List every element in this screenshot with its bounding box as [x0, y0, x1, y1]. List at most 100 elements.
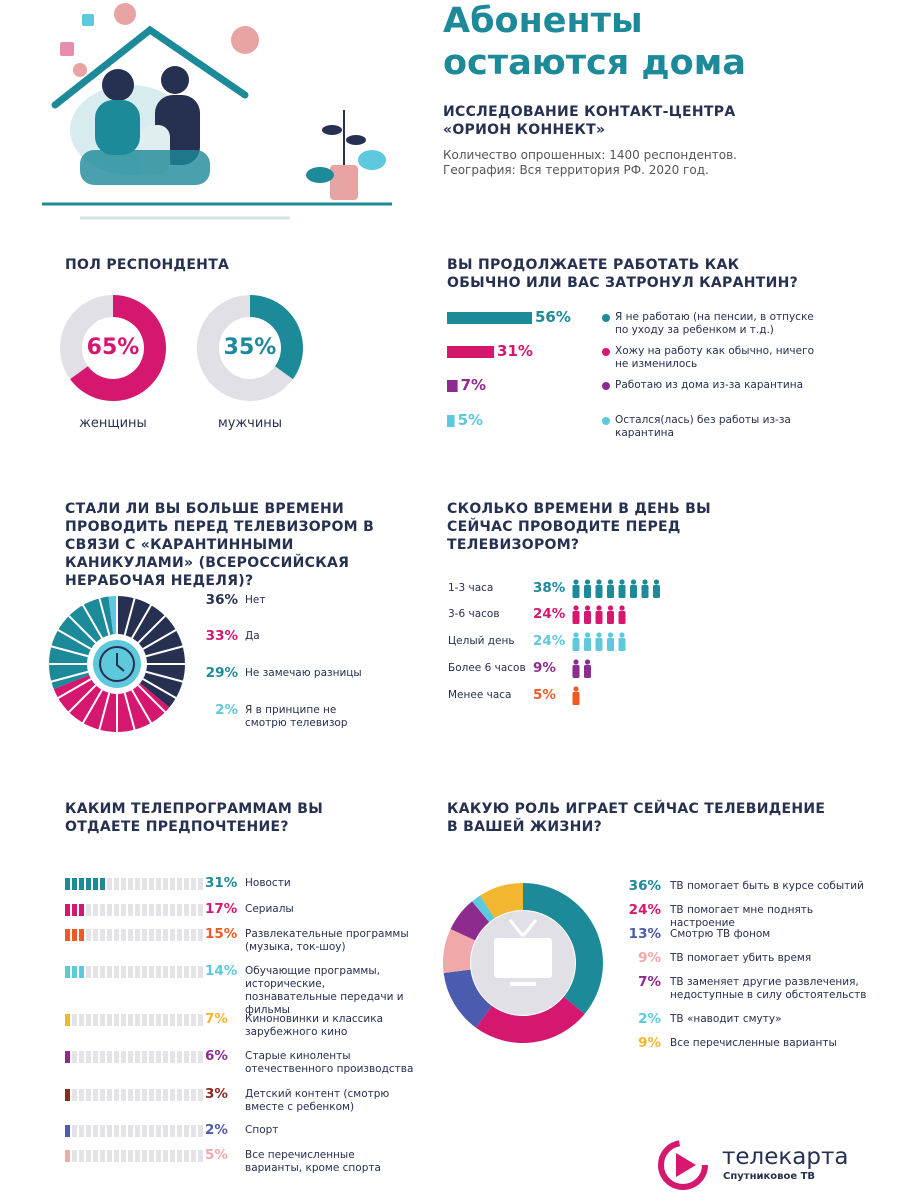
ring-divider [50, 670, 89, 683]
person-body [607, 638, 614, 651]
empty-cell [100, 904, 105, 916]
donut-arc [480, 882, 523, 919]
cell-bar [65, 904, 84, 916]
empty-cell [93, 904, 98, 916]
value-label: 31% [205, 875, 238, 891]
empty-cell [93, 966, 98, 978]
value-label: 17% [205, 901, 238, 917]
chart-title: ПОЛ РЕСПОНДЕНТА [65, 257, 230, 273]
category-label: мужчины [217, 416, 283, 431]
title: Абоненты остаются дома [443, 1, 746, 83]
empty-cell [121, 878, 126, 890]
cell-bar [65, 929, 84, 941]
person-head [573, 605, 579, 611]
empty-cell [177, 878, 182, 890]
empty-cell [121, 929, 126, 941]
icon-group [572, 605, 626, 624]
empty-cell [170, 966, 175, 978]
person-body [572, 611, 580, 624]
legend-label: Смотрю ТВ фоном [670, 928, 771, 940]
logo-name: телекарта [722, 1144, 849, 1170]
person-head [573, 686, 579, 692]
cell-track [107, 878, 203, 890]
person-body [595, 585, 603, 598]
value-label: 24% [628, 902, 661, 918]
ring-divider [142, 628, 178, 650]
bar [447, 415, 455, 427]
legend-dot [602, 417, 610, 425]
empty-cell [142, 966, 147, 978]
category-label: Киноновинки и классика зарубежного кино [245, 1013, 384, 1038]
empty-cell [163, 878, 168, 890]
empty-cell [128, 878, 133, 890]
empty-cell [142, 1051, 147, 1063]
ring-divider [56, 628, 92, 650]
value-label: 5% [205, 1147, 228, 1163]
ring-divider [67, 684, 97, 714]
ring-divider [123, 597, 136, 636]
filled-cell [65, 1125, 70, 1137]
cell-track [86, 966, 203, 978]
filled-cell [79, 904, 84, 916]
empty-cell [170, 929, 175, 941]
empty-cell [100, 1125, 105, 1137]
legend-label: ТВ помогает мне поднять настроение [670, 904, 814, 929]
value-label: 56% [535, 308, 571, 326]
empty-cell [198, 929, 203, 941]
category-label: Новости [245, 877, 291, 889]
person-body [595, 638, 603, 651]
empty-cell [142, 878, 147, 890]
empty-cell [142, 1125, 147, 1137]
empty-cell [128, 929, 133, 941]
empty-cell [107, 878, 112, 890]
empty-cell [142, 929, 147, 941]
value-label: 33% [205, 628, 238, 644]
ring-arc [53, 675, 170, 732]
value-label: 2% [215, 702, 238, 718]
empty-cell [142, 1150, 147, 1162]
person-head [619, 605, 625, 611]
value-label: 6% [205, 1048, 228, 1064]
empty-cell [79, 1150, 84, 1162]
empty-cell [100, 1150, 105, 1162]
ring-divider [98, 692, 111, 731]
empty-cell [93, 1051, 98, 1063]
ring-arc [108, 596, 117, 635]
ring-divider [50, 645, 89, 658]
value-label: 5% [533, 687, 556, 703]
empty-cell [156, 1125, 161, 1137]
empty-cell [149, 878, 154, 890]
ring-divider [145, 670, 184, 683]
header-illustration [42, 3, 392, 220]
empty-cell [156, 1150, 161, 1162]
filled-cell [79, 878, 84, 890]
empty-cell [163, 1125, 168, 1137]
empty-cell [121, 1125, 126, 1137]
empty-cell [107, 1089, 112, 1101]
legend-label: Хожу на работу как обычно, ничего не изм… [615, 345, 815, 370]
person-head [607, 632, 614, 638]
filled-cell [72, 904, 77, 916]
icon-group [572, 632, 626, 651]
donut-arc [475, 996, 585, 1043]
value-label: 24% [533, 606, 566, 622]
value-label: 36% [628, 878, 661, 894]
empty-cell [191, 966, 196, 978]
cell-bar [65, 1089, 70, 1101]
empty-cell [128, 1089, 133, 1101]
empty-cell [135, 966, 140, 978]
empty-cell [79, 1051, 84, 1063]
value-label: 24% [533, 633, 566, 649]
empty-cell [177, 929, 182, 941]
empty-cell [170, 1125, 175, 1137]
person-body [607, 585, 614, 598]
value-label: 7% [638, 974, 661, 990]
cell-track [72, 1089, 203, 1101]
empty-cell [79, 1014, 84, 1026]
empty-cell [198, 904, 203, 916]
empty-cell [163, 1051, 168, 1063]
category-label: 3-6 часов [448, 608, 500, 620]
legend-label: ТВ заменяет другие развлечения, недоступ… [670, 976, 867, 1001]
empty-cell [128, 966, 133, 978]
legend-label: ТВ «наводит смуту» [670, 1013, 782, 1025]
